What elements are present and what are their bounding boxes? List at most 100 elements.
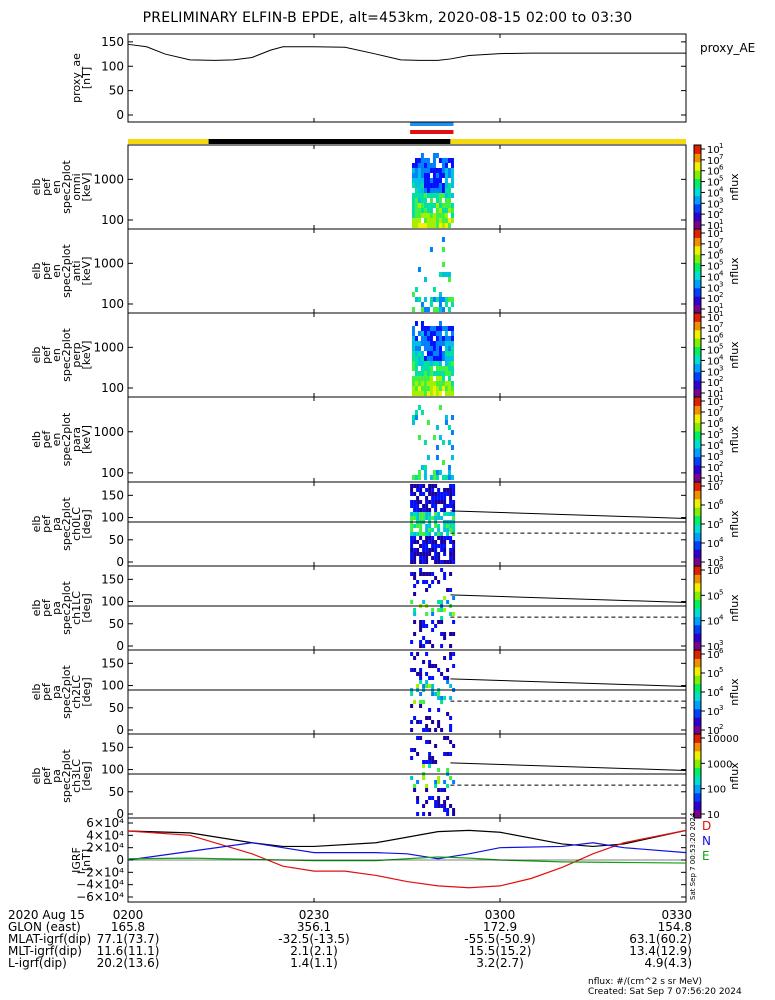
spectrogram-cell: [446, 736, 450, 740]
spectrogram-cell: [431, 620, 435, 624]
spectrogram-cell: [411, 193, 415, 198]
spectrogram-cell: [450, 193, 454, 198]
y-axis-label-line: pa: [50, 769, 63, 783]
spectrogram-cell: [449, 652, 453, 656]
spectrogram-cell: [447, 465, 451, 470]
colorbar-tick-exponent: 1: [719, 310, 723, 318]
colorbar-tick-exponent: 1: [719, 471, 723, 479]
ephemeris-row-label: GLON (east): [8, 920, 81, 934]
spectrogram-cell: [449, 484, 453, 488]
spectrogram-cell: [414, 336, 418, 341]
spectrogram-cell: [444, 415, 448, 420]
y-axis-label-line: spec2plot: [60, 749, 73, 803]
spectrogram-cell: [434, 484, 438, 488]
spectrogram-cell: [444, 336, 448, 341]
spectrogram-cell: [431, 664, 435, 668]
colorbar-tick-exponent: 6: [719, 248, 724, 256]
igrf-line-by: [127, 842, 687, 861]
spectrogram-cell: [423, 208, 427, 213]
spectrogram-cell: [431, 760, 435, 764]
spectrogram-cell: [428, 488, 432, 492]
spectrogram-cell: [437, 560, 441, 564]
colorbar-tick-label: 10: [707, 810, 720, 821]
y-tick-label: 1000: [93, 340, 124, 354]
spectrogram-cell: [425, 496, 429, 500]
ephemeris-value: 13.4(12.9): [629, 944, 692, 958]
spectrogram-cell: [438, 218, 442, 223]
colorbar-swatch: [694, 296, 701, 306]
spectrogram-cell: [426, 336, 430, 341]
colorbar-tick-label: 10: [707, 188, 720, 199]
spectrogram-cell: [437, 532, 441, 536]
colorbar-swatch: [694, 549, 701, 559]
spectrogram-cell: [410, 488, 414, 492]
spectrogram-cell: [422, 484, 426, 488]
spectrogram-cell: [444, 351, 448, 356]
spectrogram-cell: [446, 752, 450, 756]
colorbar-swatch: [694, 566, 701, 575]
spectrogram-cell: [441, 193, 445, 198]
colorbar-tick-label: 10: [707, 501, 720, 512]
y-tick-label: 150: [101, 488, 124, 502]
spectrogram-cell: [440, 620, 444, 624]
y-axis-label-line: spec2plot: [60, 160, 73, 214]
spectrogram-cell: [429, 346, 433, 351]
spectrogram-cell: [416, 516, 420, 520]
y-tick-label: 1000: [93, 425, 124, 439]
spectrogram-cell: [410, 524, 414, 528]
y-axis-label-line: IGRF: [70, 847, 83, 873]
spectrogram-cell: [420, 307, 424, 312]
spectrogram-cell: [414, 356, 418, 361]
spectrogram-cell: [420, 302, 424, 307]
spectrogram-cell: [432, 213, 436, 218]
ephemeris-value: 154.8: [657, 920, 692, 934]
spectrogram-cell: [440, 788, 444, 792]
spectrogram-cell: [441, 262, 445, 267]
colorbar-swatch: [694, 599, 701, 609]
y-axis-label-line: ch1LC: [70, 591, 83, 625]
spectrogram-cell: [414, 321, 418, 326]
spectrogram-cell: [413, 572, 417, 576]
spectrogram-cell: [419, 620, 423, 624]
spectrogram-cell: [447, 326, 451, 331]
colorbar-tick-label: 10: [707, 707, 720, 718]
colorbar-swatch: [694, 220, 701, 230]
spectrogram-cell: [443, 656, 447, 660]
colorbar-tick-exponent: 4: [719, 269, 724, 277]
spectrogram-cell: [449, 632, 453, 636]
spectrogram-cell: [449, 528, 453, 532]
spectrogram-cell: [426, 173, 430, 178]
spectrogram-cell: [438, 331, 442, 336]
spectrogram-cell: [423, 326, 427, 331]
spectrogram-cell: [429, 336, 433, 341]
spectrogram-cell: [441, 371, 445, 376]
spectrogram-cell: [435, 475, 439, 480]
spectrogram-cell: [450, 208, 454, 213]
spectrogram-cell: [429, 341, 433, 346]
spectrogram-cell: [434, 504, 438, 508]
spectrogram-cell: [437, 708, 441, 712]
spectrogram-cell: [419, 680, 423, 684]
colorbar-swatch: [694, 767, 701, 777]
spectrogram-cell: [411, 346, 415, 351]
colorbar-swatch: [694, 313, 701, 322]
spectrogram-cell: [410, 640, 414, 644]
spectrogram-cell: [413, 612, 417, 616]
colorbar-swatch: [694, 809, 701, 819]
spectrogram-cell: [422, 760, 426, 764]
ephemeris-value: 11.6(11.1): [96, 944, 160, 958]
colorbar-tick-exponent: 2: [719, 375, 723, 383]
spectrogram-cell: [414, 351, 418, 356]
y-axis-label-line: en: [50, 433, 63, 447]
spectrogram-cell: [420, 168, 424, 173]
spectrogram-cell: [417, 475, 421, 480]
spectrogram-cell: [410, 528, 414, 532]
spectrogram-cell: [435, 371, 439, 376]
spectrogram-cell: [452, 612, 456, 616]
spectrogram-cell: [413, 536, 417, 540]
spectrogram-cell: [422, 636, 426, 640]
spectrogram-cell: [410, 484, 414, 488]
spectrogram-cell: [425, 724, 429, 728]
colorbar-swatch: [694, 540, 701, 550]
